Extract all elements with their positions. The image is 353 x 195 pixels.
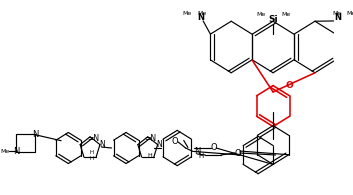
Text: Me: Me — [198, 11, 207, 16]
Text: H: H — [147, 153, 152, 158]
Text: Me: Me — [281, 12, 290, 17]
Text: O: O — [285, 81, 293, 90]
Text: N: N — [335, 13, 342, 22]
Text: Me: Me — [183, 11, 192, 16]
Text: N: N — [197, 13, 204, 22]
Text: O: O — [234, 149, 241, 158]
Text: N: N — [195, 147, 201, 157]
Text: O: O — [210, 144, 217, 152]
Text: Me: Me — [347, 11, 353, 16]
Text: N: N — [99, 140, 105, 149]
Text: Me: Me — [332, 11, 341, 16]
Text: N: N — [32, 130, 38, 139]
Text: =N: =N — [144, 134, 157, 143]
Text: Me: Me — [256, 12, 265, 17]
Text: N: N — [13, 147, 19, 156]
Text: Me: Me — [0, 149, 9, 154]
Text: H: H — [198, 152, 204, 159]
Text: =N: =N — [87, 134, 99, 143]
Text: H
H: H H — [90, 150, 94, 161]
Text: O: O — [172, 136, 178, 145]
Text: N: N — [157, 140, 162, 149]
Text: Si: Si — [268, 15, 278, 25]
